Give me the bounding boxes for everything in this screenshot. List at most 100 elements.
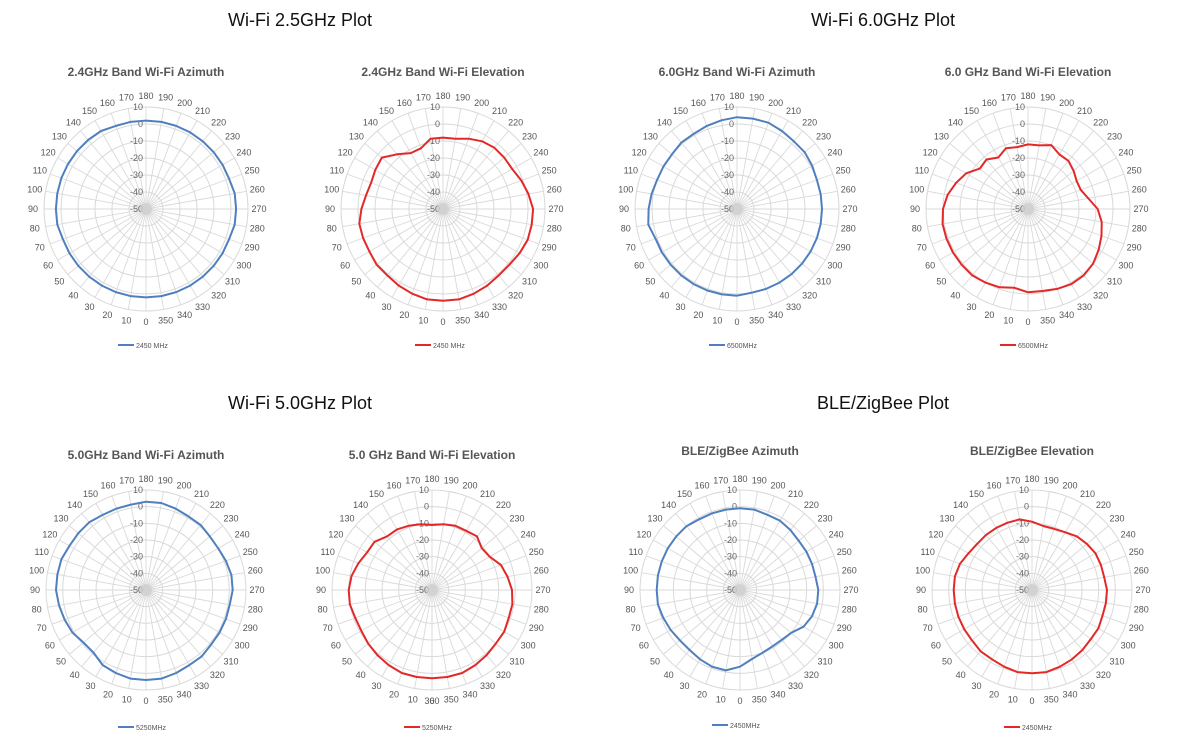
angle-tick-label: 30 [971, 681, 981, 691]
grid-spoke [640, 208, 738, 245]
angle-tick-label: 40 [950, 291, 960, 301]
grid-spoke [1031, 589, 1127, 625]
angle-tick-label: 300 [1121, 641, 1136, 651]
angle-tick-label: 150 [673, 106, 688, 116]
angle-tick-label: 140 [948, 117, 963, 127]
angle-tick-label: 0 [143, 317, 148, 327]
angle-tick-label: 340 [768, 310, 783, 320]
grid-spoke [722, 589, 741, 689]
angle-tick-label: 80 [626, 604, 636, 614]
grid-spoke [1031, 589, 1097, 667]
radial-tick-label: -20 [130, 153, 143, 163]
angle-tick-label: 240 [827, 148, 842, 158]
grid-spoke [145, 120, 198, 210]
angle-tick-label: 120 [42, 530, 57, 540]
chart-legend: 6500MHz [1000, 343, 1048, 350]
angle-tick-label: 170 [405, 476, 420, 486]
grid-spoke [95, 503, 147, 591]
grid-spoke [110, 208, 147, 306]
grid-spoke [955, 525, 1033, 591]
legend-label: 6500MHz [727, 343, 757, 350]
angle-tick-label: 70 [631, 623, 641, 633]
grid-spoke [736, 157, 826, 210]
angle-tick-label: 50 [942, 656, 952, 666]
radial-tick-label: -20 [724, 535, 737, 545]
grid-spoke [431, 589, 483, 677]
angle-tick-label: 300 [827, 261, 842, 271]
radial-tick-label: 10 [1019, 485, 1029, 495]
angle-tick-label: 130 [939, 514, 954, 524]
angle-tick-label: 120 [41, 148, 56, 158]
angle-tick-label: 130 [53, 514, 68, 524]
chart-title: BLE/ZigBee Azimuth [681, 444, 799, 458]
angle-tick-label: 140 [353, 500, 368, 510]
angle-tick-label: 330 [788, 681, 803, 691]
angle-tick-label: 160 [100, 98, 115, 108]
grid-spoke [1031, 525, 1109, 591]
angle-tick-label: 240 [521, 530, 536, 540]
center-hub [1026, 584, 1038, 596]
grid-spoke [145, 208, 243, 245]
grid-spoke [45, 190, 147, 210]
radial-tick-label: -30 [130, 552, 143, 562]
grid-spoke [1031, 539, 1119, 591]
angle-tick-label: 50 [342, 656, 352, 666]
angle-tick-label: 180 [138, 474, 153, 484]
angle-tick-label: 210 [786, 106, 801, 116]
angle-tick-label: 160 [695, 481, 710, 491]
angle-tick-label: 100 [618, 184, 633, 194]
grid-spoke [111, 495, 147, 591]
angle-tick-label: 180 [138, 91, 153, 101]
angle-tick-label: 150 [369, 489, 384, 499]
grid-spoke [145, 208, 165, 310]
grid-spoke [111, 589, 147, 685]
angle-tick-label: 350 [158, 315, 173, 325]
grid-spoke [57, 208, 147, 261]
angle-tick-label: 190 [752, 476, 767, 486]
angle-tick-label: 330 [786, 302, 801, 312]
chart-legend: 2450 MHz [415, 343, 465, 350]
angle-tick-label: 180 [729, 91, 744, 101]
angle-tick-label: 20 [984, 310, 994, 320]
angle-tick-label: 350 [749, 315, 764, 325]
angle-tick-label: 260 [842, 566, 857, 576]
grid-spoke [431, 589, 531, 608]
grid-spoke [431, 525, 509, 591]
angle-tick-label: 310 [522, 277, 537, 287]
angle-tick-label: 70 [626, 243, 636, 253]
angle-tick-label: 290 [542, 243, 557, 253]
grid-spoke [718, 208, 738, 310]
angle-tick-label: 70 [332, 243, 342, 253]
chart-legend: 2450 MHz [118, 343, 168, 350]
angle-tick-label: 300 [1118, 261, 1133, 271]
angle-tick-label: 310 [816, 277, 831, 287]
radial-tick-label: -40 [1012, 187, 1025, 197]
grid-spoke [1014, 491, 1033, 591]
angle-tick-label: 250 [1127, 165, 1142, 175]
legend-label: 2450 MHz [433, 343, 465, 350]
angle-tick-label: 310 [1110, 656, 1125, 666]
angle-tick-label: 320 [804, 670, 819, 680]
angle-tick-label: 330 [1080, 681, 1095, 691]
grid-spoke [355, 525, 433, 591]
angle-tick-label: 60 [43, 261, 53, 271]
grid-spoke [45, 208, 147, 228]
grid-spoke [1031, 572, 1131, 591]
grid-spoke [364, 143, 444, 210]
angle-tick-label: 110 [321, 547, 335, 557]
angle-tick-label: 230 [522, 131, 537, 141]
grid-spoke [722, 491, 741, 591]
grid-spoke [442, 208, 509, 288]
angle-tick-label: 260 [248, 566, 263, 576]
angle-tick-label: 190 [455, 93, 470, 103]
grid-spoke [345, 539, 433, 591]
angle-tick-label: 60 [931, 641, 941, 651]
legend-label: 5250MHz [136, 725, 166, 732]
angle-tick-label: 160 [982, 98, 997, 108]
legend-label: 6500MHz [1018, 343, 1048, 350]
grid-spoke [431, 495, 467, 591]
angle-tick-label: 60 [331, 641, 341, 651]
grid-spoke [367, 513, 433, 591]
series-line [347, 523, 514, 680]
